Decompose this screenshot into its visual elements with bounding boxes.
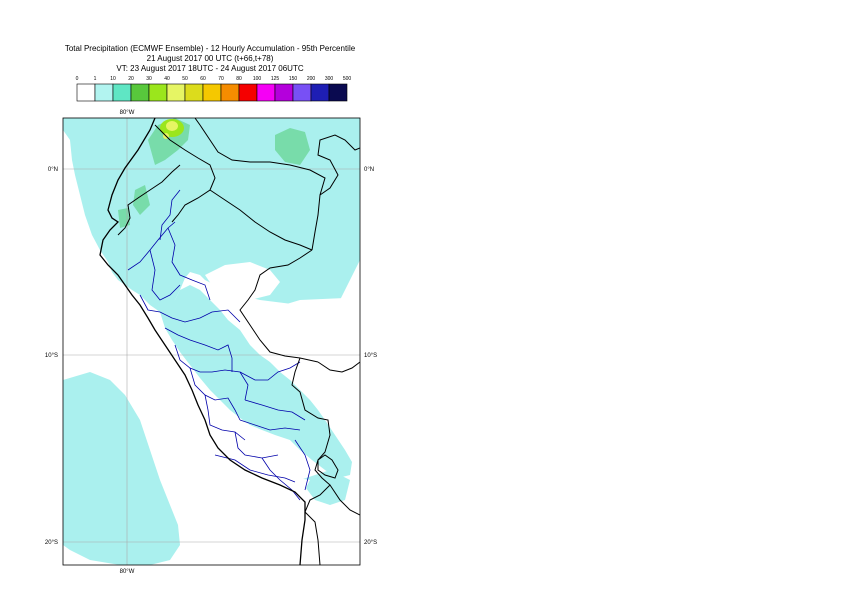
lat-label-left-0: 0°N <box>48 167 58 173</box>
legend-tick-label: 125 <box>271 76 280 82</box>
lat-label-left-10s: 10°S <box>45 353 58 359</box>
border-bolivia-chile <box>304 511 321 565</box>
border-ecuador-colombia <box>154 124 216 223</box>
border-venezuela-brazil <box>317 134 360 196</box>
chart-title-line-1: Total Precipitation (ECMWF Ensemble) - 1… <box>64 44 356 53</box>
border-venezuela-colombia <box>194 118 326 251</box>
border-chile-argentina <box>329 484 360 516</box>
legend-tick-label: 500 <box>343 76 352 82</box>
legend-tick-label: 80 <box>236 76 242 82</box>
precip-moderate-coast <box>118 208 130 228</box>
legend-tick-label: 0 <box>76 76 79 82</box>
legend-tick-label: 30 <box>146 76 152 82</box>
coastline <box>99 118 306 565</box>
precip-area-central <box>160 285 352 478</box>
border-brazil-bolivia <box>317 361 360 373</box>
border-peru-colombia <box>209 189 313 251</box>
map-frame <box>62 117 361 566</box>
precip-area-coastal-south <box>63 372 180 565</box>
region-borders <box>127 189 311 501</box>
precip-max-core-inner <box>166 121 178 131</box>
border-lake-titicaca <box>317 454 339 479</box>
dry-patch-ocean <box>63 235 120 372</box>
legend-tick-label: 60 <box>200 76 206 82</box>
country-borders <box>117 118 360 565</box>
dry-patches <box>63 235 360 565</box>
chart-title-line-2: 21 August 2017 00 UTC (t+66,t+78) <box>146 54 274 63</box>
dry-patch-amazon <box>205 262 280 300</box>
precip-moderate-northeast <box>275 128 310 165</box>
lat-label-left-20s: 20°S <box>45 540 58 546</box>
border-peru-ecuador <box>117 164 181 236</box>
legend-tick-label: 200 <box>307 76 316 82</box>
lat-label-right-20s: 20°S <box>364 540 377 546</box>
legend-tick-label: 300 <box>325 76 334 82</box>
lat-label-right-10s: 10°S <box>364 353 377 359</box>
lat-label-right-0: 0°N <box>364 167 374 173</box>
legend-tick-label: 70 <box>218 76 224 82</box>
legend-tick-label: 150 <box>289 76 298 82</box>
lon-label-bottom: 80°W <box>120 569 135 575</box>
border-peru-bolivia <box>291 357 331 513</box>
dry-patch-east <box>250 298 360 392</box>
legend-tick-label: 10 <box>110 76 116 82</box>
dry-patch-southeast <box>180 470 310 565</box>
legend-tick-label: 50 <box>182 76 188 82</box>
legend-tick-label: 1 <box>94 76 97 82</box>
legend-tick-label: 40 <box>164 76 170 82</box>
border-peru-brazil <box>239 249 319 363</box>
chart-title-line-3: VT: 23 August 2017 18UTC - 24 August 201… <box>116 64 304 73</box>
legend-tick-label: 100 <box>253 76 262 82</box>
lon-label-top: 80°W <box>120 110 135 116</box>
legend-swatch-14 <box>328 83 348 102</box>
legend-tick-label: 20 <box>128 76 134 82</box>
